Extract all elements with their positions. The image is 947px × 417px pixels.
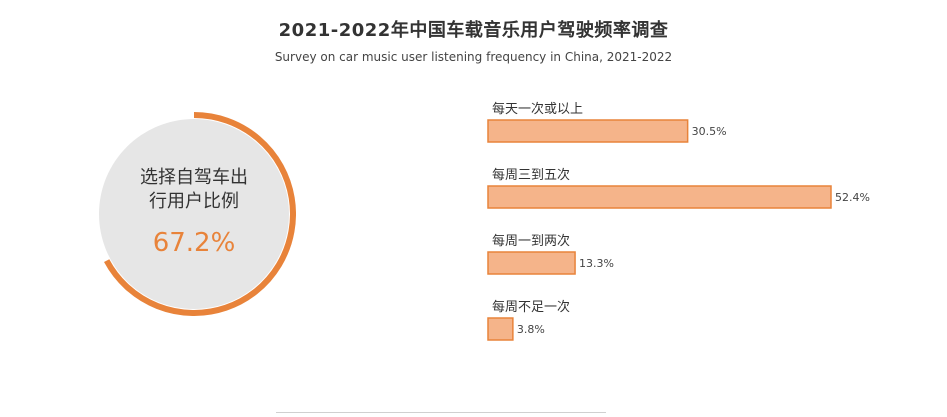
bar: [487, 185, 832, 209]
footer-divider: [276, 412, 606, 413]
chart-title: 2021-2022年中国车载音乐用户驾驶频率调查: [278, 20, 669, 41]
bar-value-label: 3.8%: [517, 323, 545, 336]
donut-label: 选择自驾车出 行用户比例: [100, 166, 288, 214]
bar-category-label: 每天一次或以上: [492, 101, 583, 117]
bar: [487, 251, 576, 275]
bar: [487, 317, 514, 341]
bar-value-label: 30.5%: [692, 125, 727, 138]
donut-value: 67.2%: [152, 228, 236, 258]
bar: [487, 119, 689, 143]
donut-chart: [99, 112, 296, 316]
donut-arc: [104, 112, 296, 316]
donut-label-line1: 选择自驾车出: [140, 167, 248, 188]
bar-category-label: 每周三到五次: [492, 167, 570, 183]
donut-label-line2: 行用户比例: [149, 191, 239, 212]
chart-subtitle: Survey on car music user listening frequ…: [274, 50, 673, 64]
bar-category-label: 每周一到两次: [492, 233, 570, 249]
bar-category-label: 每周不足一次: [492, 299, 570, 315]
bar-value-label: 52.4%: [835, 191, 870, 204]
bar-value-label: 13.3%: [579, 257, 614, 270]
donut-background: [99, 119, 289, 309]
